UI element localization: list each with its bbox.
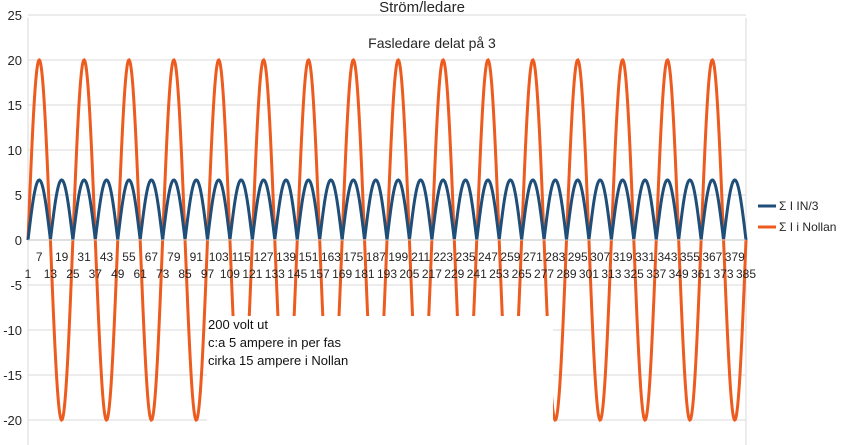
x-tick-label: 187 (366, 250, 386, 264)
x-tick-label: 103 (209, 250, 229, 264)
x-tick-label: 157 (310, 267, 330, 281)
legend-label: Σ I i Nollan (779, 220, 836, 234)
x-tick-label: 109 (220, 267, 240, 281)
x-tick-label: 211 (411, 250, 430, 264)
x-tick-label: 331 (635, 250, 655, 264)
x-tick-label: 229 (444, 267, 464, 281)
x-tick-label: 163 (321, 250, 341, 264)
x-tick-label: 175 (343, 250, 363, 264)
x-tick-label: 253 (489, 267, 509, 281)
x-tick-label: 61 (134, 267, 148, 281)
x-tick-label: 139 (276, 250, 296, 264)
annotation-line: 200 volt ut (208, 317, 268, 332)
y-tick-label: -15 (3, 368, 22, 383)
x-tick-label: 133 (265, 267, 285, 281)
x-tick-label: 355 (680, 250, 700, 264)
annotation-line: cirka 15 ampere i Nollan (208, 353, 349, 368)
y-tick-label: -5 (10, 278, 22, 293)
x-tick-label: 277 (534, 267, 554, 281)
x-tick-label: 67 (145, 250, 159, 264)
x-tick-label: 55 (122, 250, 136, 264)
x-tick-label: 127 (254, 250, 274, 264)
x-tick-label: 145 (287, 267, 307, 281)
x-tick-label: 13 (44, 267, 58, 281)
x-axis: 7 19 31 43 55 67 79 91 103 115 127 139 151 163 175 187 1… (25, 239, 756, 281)
x-tick-label: 25 (66, 267, 80, 281)
x-tick-label: 241 (467, 267, 487, 281)
legend: Σ I IN/3 Σ I i Nollan (758, 199, 836, 234)
x-tick-label: 1 (25, 267, 32, 281)
x-tick-label: 7 (36, 250, 43, 264)
x-tick-label: 121 (242, 267, 262, 281)
x-tick-label: 265 (512, 267, 532, 281)
chart-title: Ström/ledare (379, 0, 465, 16)
x-tick-label: 199 (388, 250, 408, 264)
x-tick-label: 217 (422, 267, 442, 281)
x-tick-label: 79 (167, 250, 181, 264)
x-tick-label: 181 (355, 267, 375, 281)
x-tick-label: 319 (613, 250, 633, 264)
annotation-line: c:a 5 ampere in per fas (208, 335, 341, 350)
x-tick-label: 373 (714, 267, 734, 281)
chart-subtitle: Fasledare delat på 3 (368, 35, 496, 51)
x-tick-label: 301 (579, 267, 599, 281)
y-tick-label: -20 (3, 413, 22, 428)
x-tick-label: 85 (178, 267, 192, 281)
x-tick-label: 91 (190, 250, 204, 264)
y-tick-label: 25 (8, 8, 22, 23)
x-tick-label: 337 (646, 267, 666, 281)
x-tick-label: 37 (89, 267, 103, 281)
x-tick-label: 283 (545, 250, 565, 264)
x-tick-label: 349 (669, 267, 689, 281)
legend-label: Σ I IN/3 (779, 199, 819, 213)
x-tick-label: 361 (691, 267, 711, 281)
x-tick-label: 151 (298, 250, 318, 264)
y-tick-label: 15 (8, 98, 22, 113)
x-tick-label: 325 (624, 267, 644, 281)
y-tick-label: 5 (15, 188, 22, 203)
x-tick-label: 19 (55, 250, 69, 264)
x-tick-label: 115 (232, 250, 251, 264)
x-tick-label: 313 (601, 267, 621, 281)
x-tick-label: 247 (478, 250, 498, 264)
y-tick-label: 10 (8, 143, 22, 158)
x-tick-label: 97 (201, 267, 215, 281)
x-tick-label: 31 (77, 250, 91, 264)
x-tick-label: 193 (377, 267, 397, 281)
y-tick-label: -10 (3, 323, 22, 338)
x-tick-label: 367 (702, 250, 722, 264)
x-tick-label: 259 (500, 250, 520, 264)
x-tick-label: 295 (568, 250, 588, 264)
x-tick-label: 43 (100, 250, 114, 264)
x-tick-label: 379 (725, 250, 745, 264)
x-tick-label: 169 (332, 267, 352, 281)
y-axis-ticks: -20 -15 -10 -5 0 5 10 15 20 25 (3, 8, 22, 428)
annotation-box: 200 volt ut c:a 5 ampere in per fas cirk… (207, 316, 553, 444)
x-tick-label: 307 (590, 250, 610, 264)
x-tick-label: 289 (556, 267, 576, 281)
x-tick-label: 343 (657, 250, 677, 264)
x-tick-label: 385 (736, 267, 756, 281)
x-tick-label: 271 (523, 250, 543, 264)
y-tick-label: 20 (8, 53, 22, 68)
x-tick-label: 223 (433, 250, 453, 264)
x-tick-label: 205 (399, 267, 419, 281)
x-tick-label: 73 (156, 267, 170, 281)
x-tick-label: 235 (456, 250, 476, 264)
y-tick-label: 0 (15, 233, 22, 248)
x-tick-label: 49 (111, 267, 125, 281)
